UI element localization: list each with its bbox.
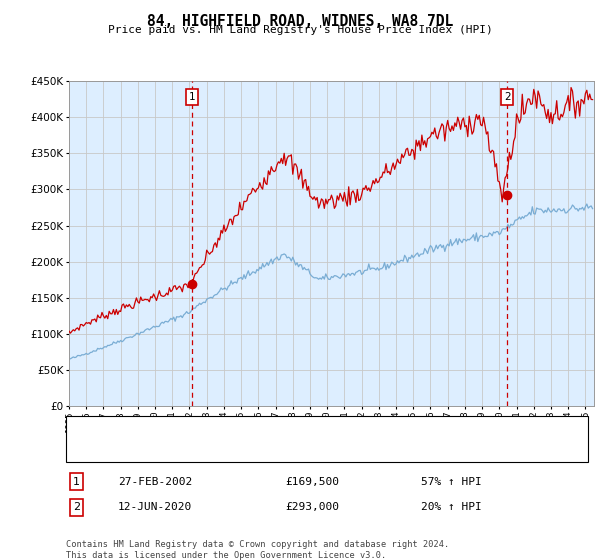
Text: 84, HIGHFIELD ROAD, WIDNES, WA8 7DL: 84, HIGHFIELD ROAD, WIDNES, WA8 7DL	[147, 14, 453, 29]
Text: £293,000: £293,000	[285, 502, 339, 512]
Text: 2: 2	[73, 502, 80, 512]
Text: £169,500: £169,500	[285, 477, 339, 487]
Text: 1: 1	[73, 477, 80, 487]
Text: Price paid vs. HM Land Registry's House Price Index (HPI): Price paid vs. HM Land Registry's House …	[107, 25, 493, 35]
Text: Contains HM Land Registry data © Crown copyright and database right 2024.
This d: Contains HM Land Registry data © Crown c…	[66, 540, 449, 560]
Text: 57% ↑ HPI: 57% ↑ HPI	[421, 477, 482, 487]
Text: 2: 2	[504, 92, 511, 102]
Text: HPI: Average price, detached house, Halton: HPI: Average price, detached house, Halt…	[110, 444, 373, 453]
Text: 27-FEB-2002: 27-FEB-2002	[118, 477, 193, 487]
Text: 1: 1	[189, 92, 196, 102]
Text: 20% ↑ HPI: 20% ↑ HPI	[421, 502, 482, 512]
Text: 12-JUN-2020: 12-JUN-2020	[118, 502, 193, 512]
Text: 84, HIGHFIELD ROAD, WIDNES, WA8 7DL (detached house): 84, HIGHFIELD ROAD, WIDNES, WA8 7DL (det…	[110, 425, 435, 435]
